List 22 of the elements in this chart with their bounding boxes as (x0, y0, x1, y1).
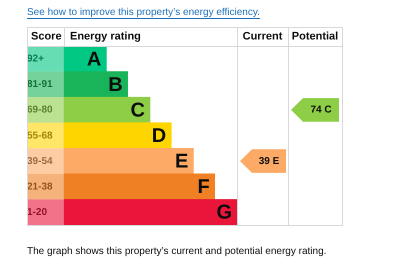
text: 39 E (258, 156, 280, 167)
y-tick-label: 21-38 (27, 181, 54, 192)
text: The graph shows this property’s current and potential energy rating. (27, 246, 326, 257)
annotation: F (197, 176, 210, 198)
y-tick-label: 92+ (27, 54, 44, 65)
annotation: A (86, 48, 102, 70)
y-axis-title: Score (31, 30, 62, 43)
x-axis-title: Energy rating (70, 30, 141, 43)
annotation: E (175, 150, 188, 173)
annotation: D (152, 125, 166, 148)
y-tick-label: 39-54 (27, 156, 54, 167)
y-tick-label: 1-20 (27, 206, 48, 218)
y-tick-label: 81-91 (27, 79, 54, 90)
annotation: C (130, 99, 145, 122)
chart-title: See how to improve this property’s energy efficiency. (27, 6, 260, 18)
text: 74 C (310, 104, 332, 116)
y-tick-label: 55-68 (27, 130, 54, 142)
annotation: B (108, 74, 123, 96)
annotation: G (216, 202, 232, 224)
text: Potential (292, 30, 338, 43)
y-tick-label: 69-80 (27, 104, 54, 116)
text: Current (242, 30, 283, 43)
